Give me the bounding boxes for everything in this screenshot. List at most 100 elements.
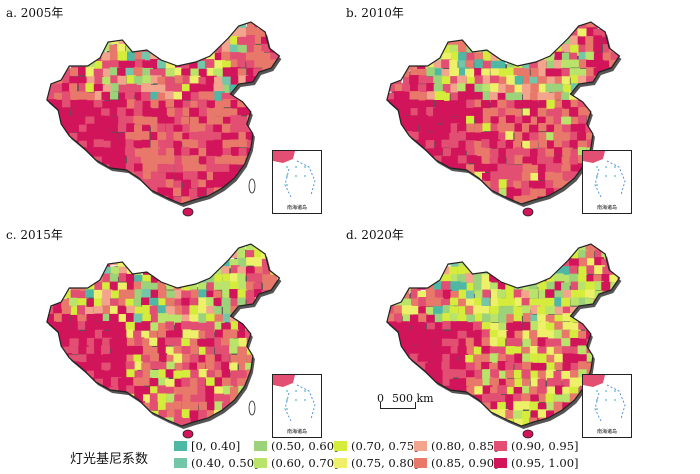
region-cell [425,369,434,380]
region-cell [402,155,413,166]
region-cell [141,244,152,251]
region-cell [62,36,72,46]
region-cell [214,52,224,63]
scale-distance: 500 km [392,392,434,405]
region-cell [277,361,280,373]
region-cell [386,43,395,53]
region-cell [434,329,444,339]
region-cell [109,425,120,426]
region-cell [514,346,524,355]
region-cell [85,377,96,386]
region-cell [537,321,549,331]
region-cell [442,330,451,340]
region-cell [522,115,533,126]
region-cell [70,265,81,275]
region-cell [609,22,620,30]
region-cell [134,306,144,316]
region-cell [417,427,425,435]
region-cell [513,410,523,420]
region-cell [537,298,548,310]
region-cell [221,108,233,119]
region-cell [513,195,523,204]
region-cell [213,171,224,183]
region-cell [118,345,130,356]
region-cell [601,140,611,151]
region-cell [214,321,225,332]
region-cell [182,164,192,174]
region-cell [465,401,474,411]
region-cell [165,314,176,325]
region-cell [530,250,542,260]
region-cell [561,164,573,174]
region-cell [570,148,581,158]
region-cell [213,124,225,133]
region-cell [578,361,587,371]
region-cell [46,234,56,243]
region-cell [386,22,398,29]
region-cell [458,362,467,372]
region-cell [418,36,429,46]
region-cell [602,244,613,252]
region-cell [53,43,65,54]
region-cell [230,417,241,426]
region-cell [449,378,460,390]
region-cell [118,22,130,30]
region-cell [497,402,506,411]
region-cell [221,51,233,61]
region-cell [529,140,539,149]
region-cell [530,410,540,421]
region-cell [62,163,72,175]
region-cell [141,91,151,103]
inset-caption: 南海诸岛 [286,429,307,435]
region-cell [118,289,130,298]
region-cell [102,305,112,315]
region-cell [157,401,169,412]
region-cell [466,282,477,294]
region-cell [157,244,169,250]
region-cell [393,68,404,77]
region-cell [214,76,224,86]
region-cell [46,44,50,56]
region-cell [109,179,118,190]
region-cell [157,305,169,315]
region-cell [402,362,413,371]
region-cell [182,369,193,379]
region-cell [425,282,435,293]
region-cell [442,313,453,322]
region-cell [505,84,516,95]
region-cell [86,139,98,151]
region-cell [410,205,419,213]
region-cell [157,59,169,69]
legend-item: (0.70, 0.75] [334,439,419,455]
region-cell [457,314,469,325]
region-cell [378,75,386,86]
region-cell [253,44,263,53]
region-cell [54,22,65,31]
region-cell [237,44,248,54]
region-cell [617,338,620,347]
region-cell [78,83,90,94]
region-cell [118,115,127,125]
region-cell [189,22,199,31]
region-cell [513,386,525,398]
region-cell [490,386,501,395]
region-cell [166,361,175,373]
region-cell [190,155,199,165]
region-cell [458,60,469,70]
region-cell [401,100,411,111]
region-cell [602,329,613,340]
region-cell [94,60,105,71]
region-cell [109,51,119,62]
region-cell [402,36,413,48]
region-cell [497,337,506,347]
region-cell [403,12,413,21]
region-cell [569,233,578,243]
region-cell [490,116,501,126]
region-cell [253,329,264,341]
region-cell [54,107,66,118]
region-cell [118,244,129,253]
region-cell [450,281,462,292]
region-cell [149,297,160,306]
region-cell [198,107,209,119]
region-cell [441,124,452,134]
